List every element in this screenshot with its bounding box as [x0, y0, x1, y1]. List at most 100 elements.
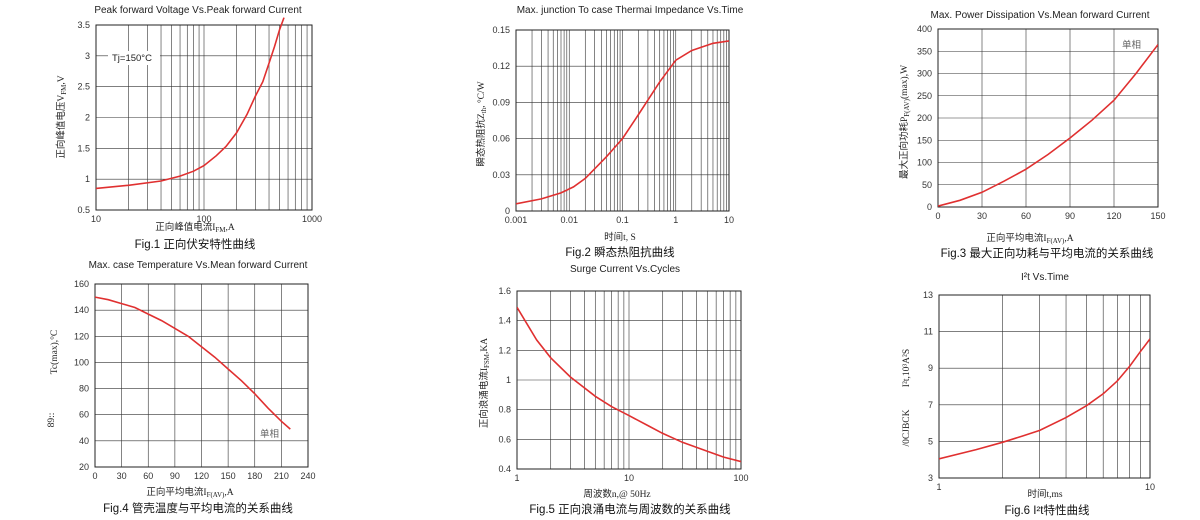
x-tick-label: 1 — [514, 473, 519, 483]
x-tick-label: 10 — [624, 473, 634, 483]
x-tick-label: 180 — [247, 471, 262, 481]
x-tick-label: 100 — [196, 214, 211, 224]
y-axis-label: 正向浪涌电流IFSM,KA — [478, 338, 491, 428]
series-line — [516, 40, 729, 205]
y-tick-label: 0.8 — [498, 405, 511, 415]
figure-caption: Fig.1 正向伏安特性曲线 — [135, 237, 256, 251]
y-tick-label: 60 — [79, 410, 89, 420]
figure-caption: Fig.6 I²t特性曲线 — [1005, 503, 1090, 517]
chart-title: Max. Power Dissipation Vs.Mean forward C… — [931, 10, 1150, 21]
x-tick-label: 240 — [300, 471, 315, 481]
series-line — [938, 44, 1158, 207]
y-tick-label: 20 — [79, 462, 89, 472]
y-tick-label: 1 — [85, 174, 90, 184]
plot-frame — [937, 28, 1159, 208]
y-axis-label: Tc(max),°C — [49, 330, 60, 375]
y-axis-label: I²t,10³A²S — [902, 349, 912, 387]
chart-fig-5: 1 10 100 0.4 0.6 0.8 1 1.2 1.4 1.6 Surge Current V… — [478, 264, 749, 516]
series-line — [96, 17, 285, 190]
y-tick-label: 250 — [917, 91, 932, 101]
figure-caption: Fig.2 瞬态热阻抗曲线 — [565, 245, 675, 259]
y-tick-label: 11 — [924, 327, 933, 337]
annotation-bg — [108, 51, 160, 65]
y-tick-label: 150 — [917, 135, 932, 145]
plot-frame — [94, 283, 309, 468]
series-line — [517, 306, 741, 463]
x-tick-label: 120 — [1106, 211, 1121, 221]
y-axis-label-extra: 89:: — [47, 413, 57, 428]
y-tick-label: 3 — [85, 51, 90, 61]
series-line — [939, 338, 1150, 460]
x-tick-label: 120 — [194, 471, 209, 481]
y-tick-label: 2.5 — [77, 82, 90, 92]
x-axis-label: 周波数n,@ 50Hz — [583, 488, 650, 500]
y-tick-label: 120 — [74, 331, 89, 341]
y-tick-label: 50 — [922, 180, 932, 190]
y-tick-label: 0.12 — [492, 61, 510, 71]
plot-frame — [938, 294, 1151, 479]
y-tick-label: 0.06 — [492, 134, 510, 144]
plot-frame — [95, 24, 313, 211]
y-axis-label: 最大正向功耗PF(AV)(max),W — [898, 65, 911, 179]
y-tick-label: 3 — [928, 473, 933, 483]
y-tick-label: 3.5 — [77, 20, 90, 30]
y-tick-label: 1.6 — [498, 286, 511, 296]
y-tick-label: 7 — [928, 400, 933, 410]
x-tick-label: 90 — [170, 471, 180, 481]
x-tick-label: 1 — [673, 215, 678, 225]
x-tick-label: 30 — [977, 211, 987, 221]
chart-annotation: 单相 — [260, 428, 279, 440]
x-tick-label: 10 — [91, 214, 101, 224]
y-tick-label: 40 — [79, 436, 89, 446]
x-axis-label: 正向平均电流IF(AV),A — [986, 232, 1073, 245]
x-tick-label: 150 — [221, 471, 236, 481]
figure-caption: Fig.5 正向浪涌电流与周波数的关系曲线 — [529, 502, 731, 516]
chart-fig-6: 1 10 3 5 7 9 11 13 I²t Vs.Time Fig.6 I²t特性曲线时间t,m… — [902, 272, 1155, 517]
x-tick-label: 1000 — [302, 214, 322, 224]
x-tick-label: 10 — [1145, 482, 1155, 492]
figure-caption: Fig.4 管壳温度与平均电流的关系曲线 — [103, 501, 293, 515]
plot-frame — [516, 290, 742, 470]
y-tick-label: 140 — [74, 305, 89, 315]
y-tick-label: 0 — [505, 206, 510, 216]
x-tick-label: 0.1 — [616, 215, 629, 225]
y-tick-label: 100 — [74, 357, 89, 367]
chart-title: I²t Vs.Time — [1021, 272, 1069, 283]
chart-title: Max. case Temperature Vs.Mean forward Cu… — [89, 260, 308, 271]
x-axis-label: 正向平均电流IF(AV),A — [146, 486, 233, 499]
y-tick-label: 0.15 — [492, 25, 510, 35]
chart-title: Max. junction To case Thermai Impedance … — [517, 5, 744, 16]
x-axis-label: 时间t,ms — [1027, 488, 1062, 500]
x-axis-label: 正向峰值电流IFM,A — [155, 221, 235, 234]
y-axis-label: 正向峰值电压VFM,V — [55, 75, 68, 158]
y-tick-label: 1.2 — [498, 345, 511, 355]
y-tick-label: 350 — [917, 46, 932, 56]
y-tick-label: 0.5 — [77, 205, 90, 215]
chart-annotation: Tj=150°C — [112, 53, 152, 64]
x-tick-label: 30 — [117, 471, 127, 481]
chart-fig-1: 10 100 1000 0.5 1 1.5 2 2.5 3 3.5 Peak forward Vol… — [55, 5, 322, 251]
series-line — [95, 296, 291, 430]
y-tick-label: 0 — [927, 202, 932, 212]
y-tick-label: 100 — [917, 158, 932, 168]
chart-title: Surge Current Vs.Cycles — [570, 264, 680, 275]
y-tick-label: 200 — [917, 113, 932, 123]
x-tick-label: 150 — [1150, 211, 1165, 221]
chart-annotation: 单相 — [1122, 39, 1141, 51]
y-tick-label: 0.03 — [492, 170, 510, 180]
y-tick-label: 160 — [74, 279, 89, 289]
plot-frame — [515, 29, 730, 212]
y-tick-label: 9 — [928, 363, 933, 373]
y-tick-label: 400 — [917, 24, 932, 34]
y-tick-label: 0.4 — [498, 464, 511, 474]
chart-title: Peak forward Voltage Vs.Peak forward Cur… — [94, 5, 302, 16]
x-tick-label: 1 — [936, 482, 941, 492]
chart-fig-3: 0 30 60 90 120 150 0 50 100 150 200 250 300 350 400 Max… — [898, 10, 1166, 260]
y-tick-label: 1 — [506, 375, 511, 385]
x-tick-label: 210 — [274, 471, 289, 481]
y-axis-label: 瞬态热阻抗Zth, °C/W — [475, 81, 488, 166]
y-tick-label: 0.09 — [492, 97, 510, 107]
y-tick-label: 0.6 — [498, 434, 511, 444]
x-tick-label: 0 — [935, 211, 940, 221]
x-tick-label: 100 — [733, 473, 748, 483]
